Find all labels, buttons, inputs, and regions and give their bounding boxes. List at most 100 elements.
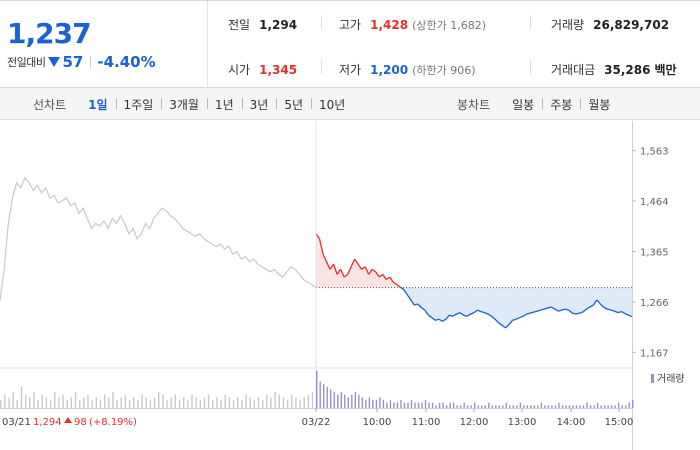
x-tick-label: 14:00 xyxy=(557,417,586,428)
volume-bar xyxy=(4,394,6,408)
volume-bar xyxy=(216,397,218,408)
volume-bar xyxy=(382,400,385,408)
volume-bar xyxy=(368,397,371,408)
candle-weekly[interactable]: 주봉 xyxy=(542,96,580,113)
divider xyxy=(530,60,531,74)
period-1w[interactable]: 1주일 xyxy=(115,96,162,113)
x-tick-label: 10:00 xyxy=(363,417,392,428)
volume-bar xyxy=(568,405,571,408)
stat-value: 1,428 xyxy=(370,18,409,32)
volume-bar xyxy=(20,386,23,408)
down-area-fill xyxy=(316,287,632,328)
volume-bar xyxy=(561,405,564,408)
volume-bar xyxy=(495,405,497,408)
volume-bar xyxy=(526,405,529,408)
period-1y[interactable]: 1년 xyxy=(206,96,242,113)
change-value: 57 xyxy=(62,53,84,71)
volume-bar xyxy=(207,394,210,408)
volume-bar xyxy=(70,397,73,408)
volume-bar xyxy=(502,405,504,408)
period-5y[interactable]: 5년 xyxy=(276,96,311,113)
volume-bar xyxy=(386,402,388,408)
up-area-fill xyxy=(316,233,632,288)
volume-bar xyxy=(347,397,349,408)
period-3y[interactable]: 3년 xyxy=(241,96,277,113)
volume-legend-label: 거래량 xyxy=(657,373,685,385)
volume-bar xyxy=(79,400,81,408)
stat-sub: (상한가 1,682) xyxy=(412,19,486,32)
candle-monthly[interactable]: 월봉 xyxy=(580,96,618,113)
stat-low: 저가 1,200 (하한가 906) xyxy=(339,61,476,78)
volume-bar xyxy=(463,402,465,408)
x-tick-label: 12:00 xyxy=(460,417,489,428)
volume-bar xyxy=(361,397,364,408)
volume-bar xyxy=(435,405,437,408)
volume-bar xyxy=(253,400,256,408)
volume-bar xyxy=(58,397,60,408)
volume-bar xyxy=(66,400,68,408)
volume-bar xyxy=(278,394,280,408)
volume-bar xyxy=(554,405,557,408)
volume-bar xyxy=(410,400,413,408)
period-1d[interactable]: 1일 xyxy=(88,97,108,112)
volume-bar xyxy=(282,397,285,408)
volume-bar xyxy=(509,405,511,408)
volume-bar xyxy=(474,402,476,408)
volume-bar xyxy=(344,394,346,408)
volume-bar xyxy=(203,397,206,408)
volume-bar xyxy=(311,392,314,408)
volume-bar xyxy=(112,392,114,408)
volume-bar xyxy=(421,402,423,408)
today-up-series-line xyxy=(315,233,401,288)
volume-bar xyxy=(596,402,599,408)
volume-bar xyxy=(505,402,507,408)
volume-bar xyxy=(488,402,490,408)
stat-unit: 백만 xyxy=(654,63,677,77)
volume-bar xyxy=(137,400,139,408)
volume-bar xyxy=(249,397,251,408)
volume-bar xyxy=(537,405,539,408)
volume-bar xyxy=(628,402,630,408)
volume-bar xyxy=(16,400,19,408)
volume-bar xyxy=(617,402,620,408)
volume-bar xyxy=(428,402,430,408)
y-tick-label: 1,464 xyxy=(640,197,669,208)
volume-bar xyxy=(340,392,342,408)
volume-bar xyxy=(291,394,293,408)
volume-bar xyxy=(29,397,31,408)
stat-prev-close: 전일 1,294 xyxy=(228,16,297,33)
change-label: 전일대비 xyxy=(7,56,46,69)
volume-bar xyxy=(224,394,226,408)
volume-bar xyxy=(141,394,143,408)
volume-bar xyxy=(389,400,392,408)
stat-high: 고가 1,428 (상한가 1,682) xyxy=(339,16,486,33)
volume-bar xyxy=(624,405,627,408)
candle-daily[interactable]: 일봉 xyxy=(512,97,535,112)
volume-bar xyxy=(333,392,335,408)
volume-bar xyxy=(8,397,10,408)
down-triangle-icon xyxy=(48,57,61,67)
volume-bar xyxy=(241,400,243,408)
volume-bar xyxy=(445,405,448,408)
period-10y[interactable]: 10년 xyxy=(311,96,353,113)
volume-bar xyxy=(498,405,500,408)
quote-header: 1,237 전일대비 57 -4.40% 전일 1,294 고가 1,428 (… xyxy=(0,0,700,88)
volume-bar xyxy=(403,402,406,408)
y-tick-label: 1,167 xyxy=(640,348,669,359)
period-3m[interactable]: 3개월 xyxy=(161,96,207,113)
volume-bar xyxy=(149,400,152,408)
volume-bar xyxy=(365,400,367,408)
stat-value: 1,200 xyxy=(370,63,409,77)
volume-bar xyxy=(220,400,222,408)
volume-bar xyxy=(519,402,522,408)
volume-bar xyxy=(108,397,110,408)
volume-bar xyxy=(170,397,172,408)
period-bar: 선차트 1일 1주일 3개월 1년 3년 5년 10년 봉차트 일봉 주봉 월봉 xyxy=(0,88,700,120)
volume-bar xyxy=(477,405,479,408)
volume-bar xyxy=(326,386,328,408)
volume-bar xyxy=(120,397,122,408)
volume-bar xyxy=(232,400,235,408)
volume-bar xyxy=(449,402,451,408)
volume-bar xyxy=(484,405,486,408)
volume-bar xyxy=(295,397,297,408)
